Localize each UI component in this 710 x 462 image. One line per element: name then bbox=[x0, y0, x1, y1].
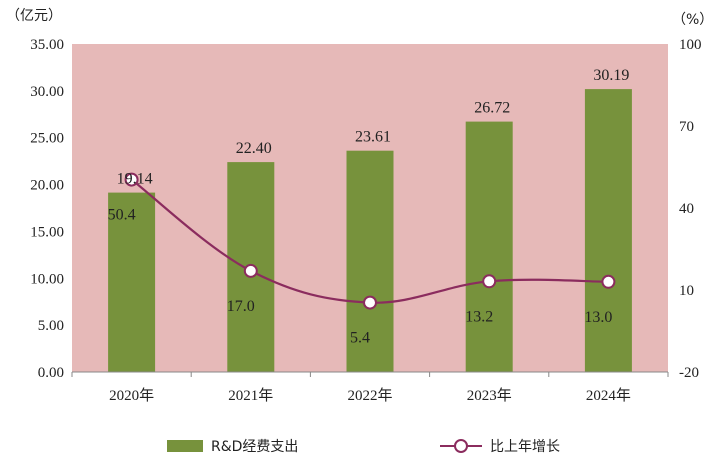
legend-line-marker bbox=[454, 439, 468, 453]
growth-value-label-4: 13.0 bbox=[584, 309, 612, 326]
bar-2 bbox=[346, 150, 394, 372]
legend-bar-label: R&D经费支出 bbox=[211, 439, 298, 455]
y-right-tick-label-2: 40 bbox=[679, 201, 694, 217]
left-axis-unit: （亿元） bbox=[6, 8, 62, 24]
y-left-tick-label-2: 10.00 bbox=[30, 271, 64, 287]
y-right-tick-label-0: -20 bbox=[679, 365, 699, 381]
bar-value-label-1: 22.40 bbox=[236, 140, 272, 157]
growth-value-label-0: 50.4 bbox=[108, 207, 136, 224]
y-left-tick-label-6: 30.00 bbox=[30, 84, 64, 100]
growth-point-2 bbox=[363, 295, 377, 310]
line-series bbox=[124, 172, 616, 310]
growth-point-3 bbox=[482, 274, 497, 289]
bar-series bbox=[108, 89, 632, 372]
bar-3 bbox=[465, 121, 513, 372]
x-tick-label-0: 2020年 bbox=[109, 387, 154, 404]
y-left-tick-label-5: 25.00 bbox=[30, 131, 64, 147]
axes: 0.00 5.00 10.00 15.00 20.00 25.00 30.00 35.00 -2… bbox=[30, 37, 701, 404]
x-tick-label-4: 2024年 bbox=[586, 387, 631, 404]
data-labels: 19.14 22.40 23.61 26.72 30.19 50.4 17.0 5.4 13.2… bbox=[108, 67, 630, 347]
right-axis-unit: （%） bbox=[672, 12, 710, 28]
y-left-tick-label-7: 35.00 bbox=[30, 37, 64, 53]
bar-0 bbox=[108, 192, 156, 372]
bar-value-label-4: 30.19 bbox=[593, 67, 629, 84]
growth-point-1 bbox=[243, 263, 258, 278]
growth-point-0 bbox=[124, 172, 139, 187]
y-left-tick-label-4: 20.00 bbox=[30, 178, 64, 194]
legend-bar-swatch bbox=[167, 440, 203, 452]
y-left-tick-label-1: 5.00 bbox=[38, 318, 64, 334]
bar-value-label-3: 26.72 bbox=[474, 100, 510, 117]
growth-value-label-1: 17.0 bbox=[227, 298, 255, 315]
legend: R&D经费支出 比上年增长 bbox=[167, 439, 560, 455]
growth-value-label-2: 5.4 bbox=[350, 330, 370, 347]
x-tick-label-1: 2021年 bbox=[228, 387, 273, 404]
bar-4 bbox=[584, 89, 632, 372]
bar-value-label-2: 23.61 bbox=[355, 129, 391, 146]
growth-value-label-3: 13.2 bbox=[465, 308, 493, 325]
y-left-tick-label-3: 15.00 bbox=[30, 224, 64, 240]
y-right-tick-label-4: 100 bbox=[679, 37, 702, 53]
x-tick-label-3: 2023年 bbox=[467, 387, 512, 404]
x-tick-label-2: 2022年 bbox=[347, 387, 392, 404]
y-right-tick-label-1: 10 bbox=[679, 283, 694, 299]
y-left-tick-label-0: 0.00 bbox=[38, 365, 64, 381]
bar-value-label-0: 19.14 bbox=[117, 171, 153, 188]
y-right-tick-label-3: 70 bbox=[679, 119, 694, 135]
legend-line-label: 比上年增长 bbox=[490, 439, 560, 455]
growth-point-4 bbox=[601, 274, 616, 289]
